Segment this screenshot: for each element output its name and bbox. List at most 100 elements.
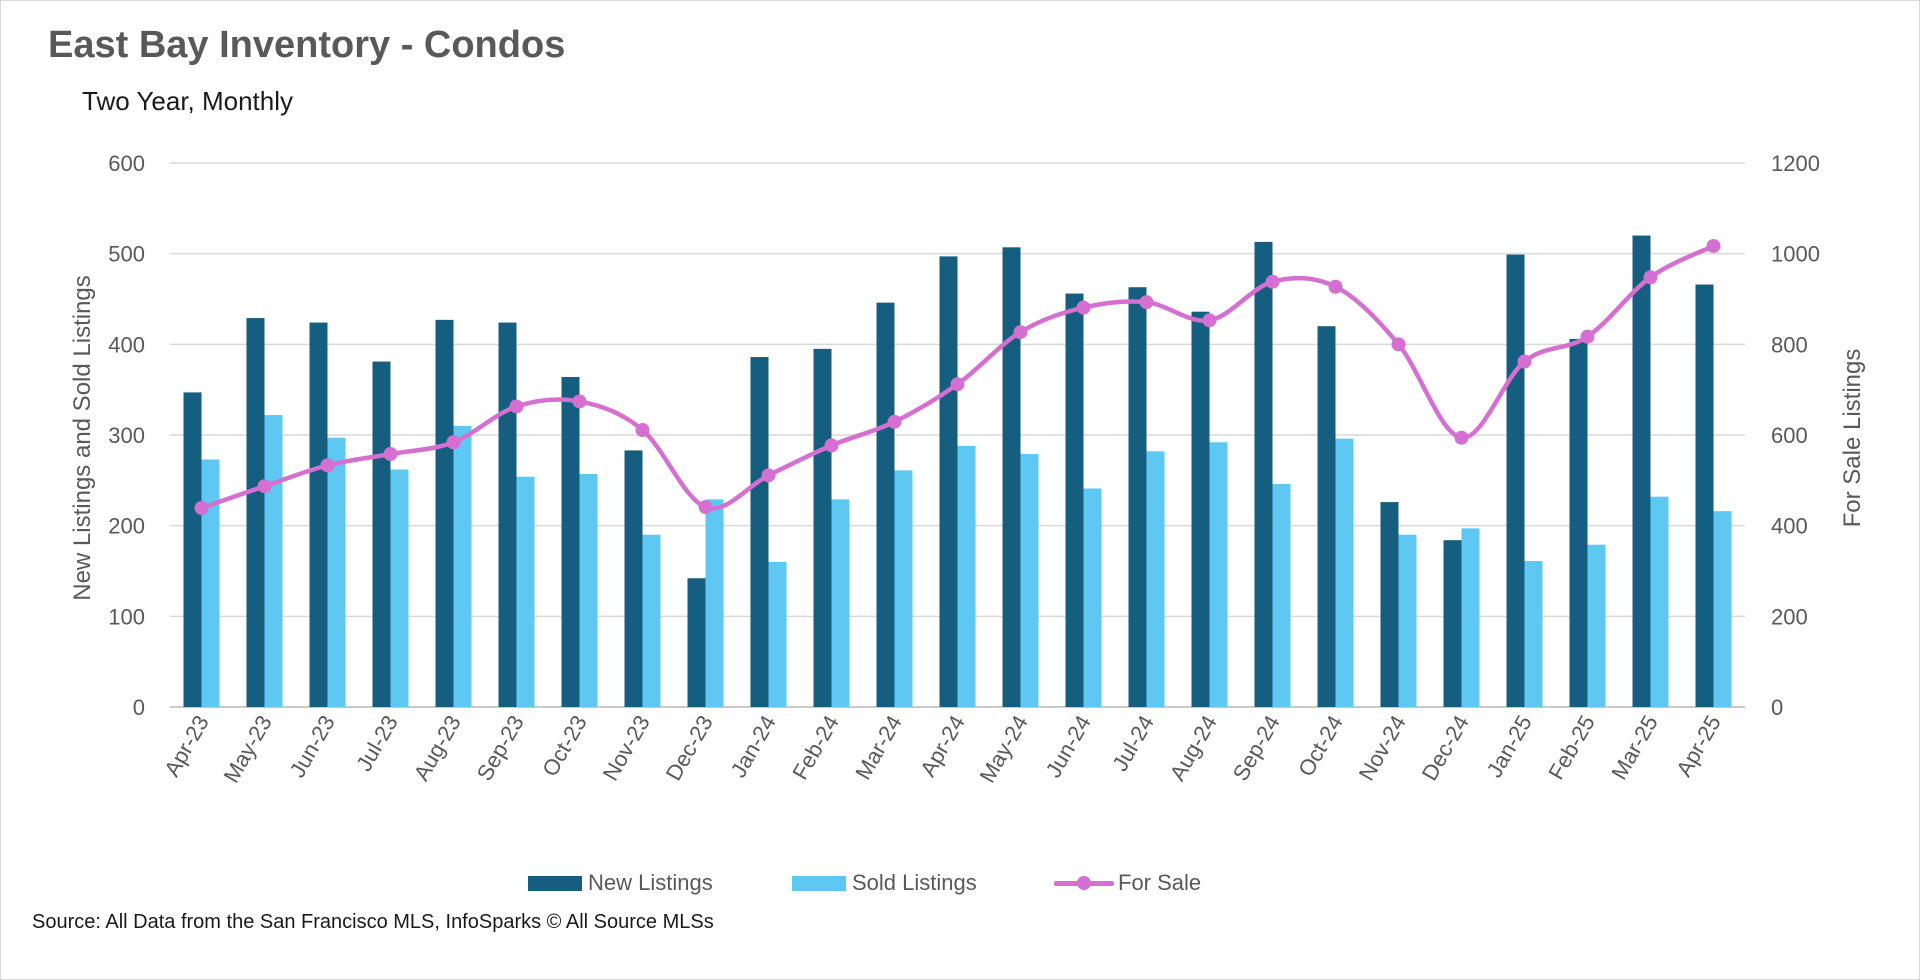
legend-new-listings: New Listings: [528, 868, 713, 898]
bar-new-listings: [1632, 235, 1651, 708]
bar-new-listings: [1002, 247, 1021, 707]
left-tick-label: 200: [108, 514, 145, 539]
bar-new-listings: [561, 376, 580, 707]
for-sale-point: [383, 447, 398, 462]
bar-new-listings: [624, 450, 643, 707]
bar-sold-listings: [1020, 454, 1039, 707]
bar-new-listings: [1254, 241, 1273, 707]
x-tick-label: Feb-25: [1543, 711, 1600, 784]
bar-sold-listings: [1209, 442, 1228, 707]
bar-sold-listings: [1524, 561, 1543, 707]
bar-new-listings: [1065, 293, 1084, 707]
bar-new-listings: [876, 302, 895, 707]
x-tick-label: Jul-24: [1107, 711, 1159, 775]
bar-sold-listings: [264, 415, 283, 707]
bar-sold-listings: [201, 459, 220, 707]
x-tick-label: Apr-23: [159, 711, 214, 781]
x-tick-label: Jun-24: [1041, 711, 1096, 782]
bar-sold-listings: [957, 445, 976, 707]
bar-new-listings: [1443, 540, 1462, 707]
bar-new-listings: [750, 357, 769, 707]
for-sale-point: [509, 399, 524, 414]
bar-new-listings: [435, 319, 454, 707]
chart-subtitle: Two Year, Monthly: [82, 86, 294, 116]
for-sale-point: [950, 377, 965, 392]
x-tick-label: Jun-23: [285, 711, 340, 782]
x-tick-label: Oct-23: [537, 711, 592, 781]
x-tick-label: May-23: [218, 711, 276, 787]
right-tick-label: 0: [1771, 695, 1783, 720]
bar-new-listings: [1128, 287, 1147, 707]
bar-new-listings: [1317, 326, 1336, 707]
bar-new-listings: [498, 322, 517, 707]
bar-new-listings: [246, 318, 265, 707]
right-tick-label: 200: [1771, 604, 1808, 629]
bar-sold-listings: [1083, 488, 1102, 707]
x-tick-label: Apr-25: [1671, 711, 1726, 781]
bar-sold-listings: [1587, 544, 1606, 707]
x-tick-label: Jan-25: [1482, 711, 1537, 782]
bar-sold-listings: [642, 534, 661, 707]
x-tick-label: Dec-23: [661, 711, 718, 785]
left-tick-label: 500: [108, 242, 145, 267]
bar-new-listings: [1695, 284, 1714, 707]
left-tick-label: 300: [108, 423, 145, 448]
for-sale-point: [824, 438, 839, 453]
left-tick-label: 0: [133, 695, 145, 720]
bar-sold-listings: [1713, 511, 1732, 707]
bar-sold-listings: [768, 561, 787, 707]
for-sale-point: [1454, 430, 1469, 445]
for-sale-point: [635, 423, 650, 438]
bar-sold-listings: [1398, 534, 1417, 707]
for-sale-point: [194, 500, 209, 515]
left-axis-ticks: 0 100 200 300 400 500 600: [108, 151, 145, 720]
for-sale-point: [1013, 325, 1028, 340]
bar-new-listings: [939, 256, 958, 707]
bar-new-listings: [1380, 502, 1399, 707]
combo-chart: 0 100 200 300 400 500 600 0 200 400 600 800 1000 120…: [69, 151, 1866, 787]
source-note: Source: All Data from the San Francisco …: [32, 911, 714, 933]
bar-sold-listings: [1272, 483, 1291, 707]
for-sale-point: [1139, 295, 1154, 310]
bar-new-listings: [1191, 311, 1210, 707]
bar-series: [183, 235, 1732, 708]
x-tick-label: Feb-24: [787, 711, 844, 784]
left-tick-label: 400: [108, 332, 145, 357]
legend-new-listings-swatch: [528, 875, 582, 891]
chart-title: East Bay Inventory - Condos: [48, 24, 566, 66]
right-tick-label: 1200: [1771, 151, 1820, 176]
for-sale-point: [1517, 354, 1532, 369]
for-sale-point: [257, 479, 272, 494]
for-sale-point: [887, 414, 902, 429]
left-tick-label: 100: [108, 604, 145, 629]
bar-sold-listings: [516, 476, 535, 707]
left-axis-label: New Listings and Sold Listings: [69, 275, 96, 601]
for-sale-point: [1202, 313, 1217, 328]
right-tick-label: 1000: [1771, 242, 1820, 267]
for-sale-point: [1391, 337, 1406, 352]
bar-sold-listings: [1335, 438, 1354, 707]
bar-sold-listings: [894, 470, 913, 707]
for-sale-line-series: [194, 238, 1721, 515]
bar-sold-listings: [327, 437, 346, 707]
bar-sold-listings: [1650, 496, 1669, 707]
for-sale-point: [698, 500, 713, 515]
x-tick-label: Mar-24: [850, 711, 906, 784]
x-tick-label: Aug-24: [1165, 711, 1222, 785]
right-tick-label: 600: [1771, 423, 1808, 448]
for-sale-point: [1580, 329, 1595, 344]
x-tick-label: Dec-24: [1417, 711, 1474, 785]
bar-sold-listings: [1461, 528, 1480, 707]
for-sale-point: [1706, 238, 1721, 253]
bar-sold-listings: [453, 425, 472, 707]
for-sale-point: [1643, 270, 1658, 285]
x-axis-ticks: Apr-23 May-23 Jun-23 Jul-23 Aug-23 Sep-23 Oct-…: [159, 711, 1726, 787]
legend-for-sale-marker: [1054, 873, 1114, 893]
legend-new-listings-label: New Listings: [588, 870, 713, 895]
for-sale-point: [572, 394, 587, 409]
bar-new-listings: [372, 361, 391, 707]
left-tick-label: 600: [108, 151, 145, 176]
x-tick-label: Jan-24: [726, 711, 781, 782]
for-sale-point: [446, 435, 461, 450]
x-tick-label: Aug-23: [409, 711, 466, 785]
